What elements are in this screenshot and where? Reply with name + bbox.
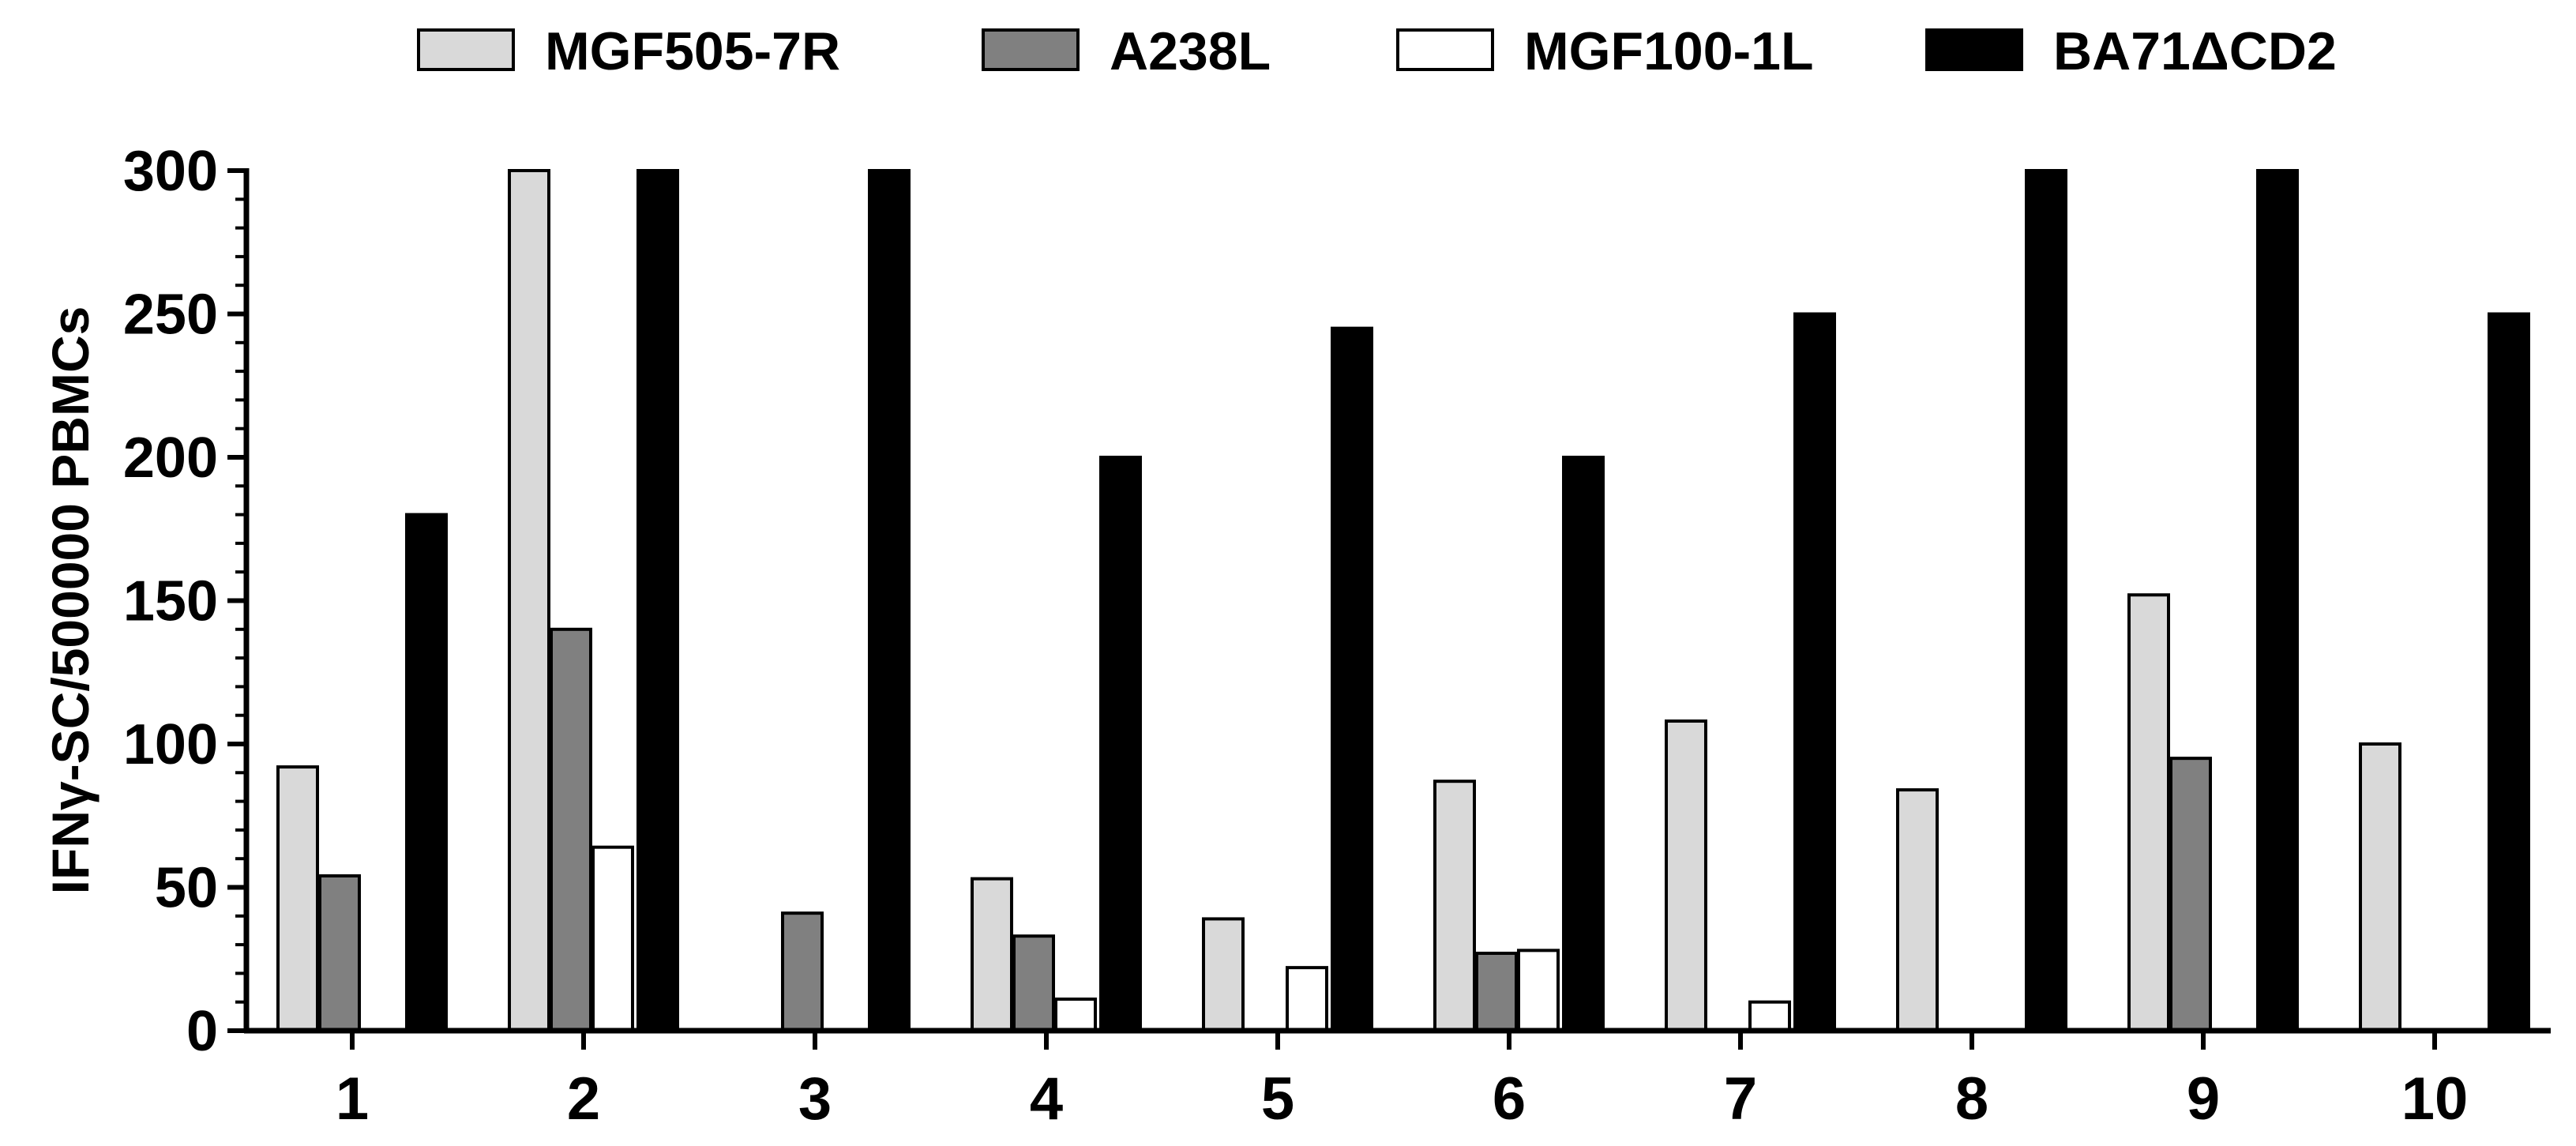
bar-ba71-cd2-5 xyxy=(1331,326,1373,1032)
x-tick-label: 4 xyxy=(1030,1065,1063,1133)
bar-mgf505-7r-5 xyxy=(1202,917,1245,1033)
x-tick-label: 10 xyxy=(2401,1065,2469,1133)
y-tick-label: 50 xyxy=(155,857,218,920)
y-axis-ticks: 0 50 100 150 200 250 300 xyxy=(123,140,218,1063)
y-tick-label: 200 xyxy=(123,426,218,490)
bar-mgf505-7r-4 xyxy=(971,877,1013,1032)
legend: MGF505-7R A238L MGF100-1L BA71ΔCD2 xyxy=(417,21,2337,81)
x-tick-label: 1 xyxy=(336,1065,369,1133)
x-tick-label: 2 xyxy=(567,1065,600,1133)
bar-ba71-cd2-10 xyxy=(2488,312,2530,1032)
bar-mgf100-1l-7 xyxy=(1748,1000,1791,1032)
bar-ba71-cd2-3 xyxy=(868,169,911,1032)
bar-ba71-cd2-9 xyxy=(2256,169,2299,1032)
bar-a238l-1 xyxy=(318,874,361,1032)
bar-a238l-3 xyxy=(781,911,824,1033)
x-tick-label: 6 xyxy=(1493,1065,1526,1133)
legend-swatch xyxy=(1396,28,1494,71)
y-tick-label: 100 xyxy=(123,713,218,776)
legend-swatch xyxy=(982,28,1080,71)
bar-mgf100-1l-2 xyxy=(591,845,634,1033)
bar-a238l-6 xyxy=(1475,951,1518,1032)
bar-mgf505-7r-1 xyxy=(276,765,319,1032)
x-axis-ticks: 1 2 3 4 5 6 7 8 9 10 xyxy=(336,1031,2468,1133)
bar-a238l-9 xyxy=(2169,757,2212,1033)
axes xyxy=(227,168,2551,1034)
bar-ba71-cd2-4 xyxy=(1099,456,1142,1032)
x-tick-label: 9 xyxy=(2187,1065,2220,1133)
bar-ba71-cd2-7 xyxy=(1793,312,1836,1032)
bar-mgf505-7r-7 xyxy=(1665,719,1707,1033)
bar-ba71-cd2-1 xyxy=(405,513,448,1032)
y-tick-label: 0 xyxy=(186,1000,218,1063)
legend-swatch xyxy=(417,28,515,71)
bar-mgf505-7r-10 xyxy=(2359,742,2401,1032)
bar-mgf505-7r-6 xyxy=(1433,780,1476,1032)
y-tick-label: 150 xyxy=(123,570,218,633)
bar-mgf100-1l-6 xyxy=(1517,949,1560,1032)
bar-a238l-2 xyxy=(550,627,592,1032)
bar-ba71-cd2-2 xyxy=(636,169,679,1032)
y-tick-label: 300 xyxy=(123,140,218,203)
x-tick-label: 7 xyxy=(1724,1065,1757,1133)
bar-mgf505-7r-8 xyxy=(1896,788,1939,1033)
bar-a238l-4 xyxy=(1012,934,1055,1032)
legend-label: MGF100-1L xyxy=(1524,21,1814,81)
bar-mgf100-1l-4 xyxy=(1054,998,1097,1032)
bar-mgf505-7r-9 xyxy=(2127,593,2170,1032)
y-tick-label: 250 xyxy=(123,284,218,347)
legend-label: MGF505-7R xyxy=(545,21,840,81)
bar-ba71-cd2-8 xyxy=(2025,169,2067,1032)
x-tick-label: 8 xyxy=(1955,1065,1988,1133)
bars xyxy=(276,169,2530,1033)
bar-mgf505-7r-2 xyxy=(508,169,550,1032)
legend-label: A238L xyxy=(1110,21,1271,81)
bar-ba71-cd2-6 xyxy=(1562,456,1605,1032)
y-axis-label: IFNγ-SC/500000 PBMCs xyxy=(41,306,100,895)
x-tick-label: 5 xyxy=(1261,1065,1294,1133)
x-tick-label: 3 xyxy=(798,1065,832,1133)
bar-mgf100-1l-5 xyxy=(1286,966,1328,1033)
legend-label: BA71ΔCD2 xyxy=(2053,21,2337,81)
legend-swatch xyxy=(1925,28,2023,71)
